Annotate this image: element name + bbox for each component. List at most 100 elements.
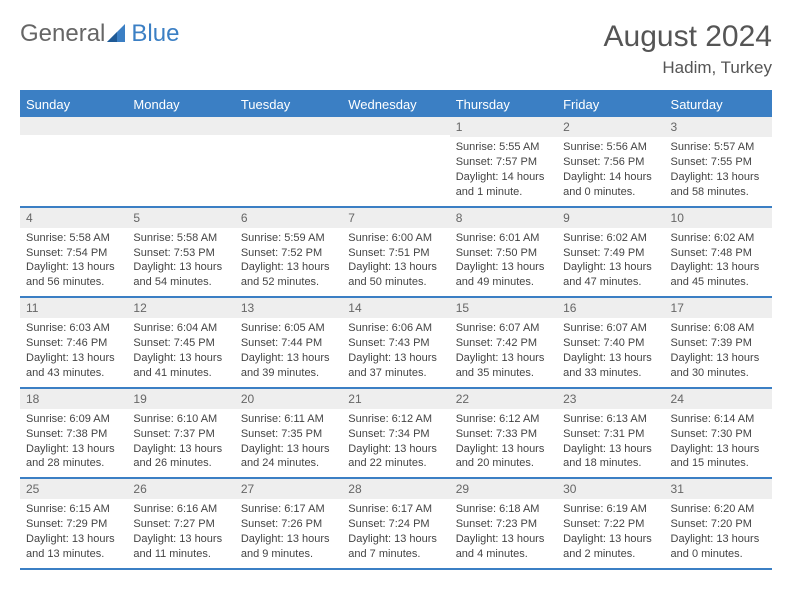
- day-number: 10: [665, 208, 772, 228]
- sunrise-text: Sunrise: 6:14 AM: [671, 412, 766, 427]
- day-header: Wednesday: [342, 91, 449, 117]
- calendar-cell: 3Sunrise: 5:57 AMSunset: 7:55 PMDaylight…: [665, 117, 772, 207]
- sunrise-text: Sunrise: 6:04 AM: [133, 321, 228, 336]
- calendar-cell: 17Sunrise: 6:08 AMSunset: 7:39 PMDayligh…: [665, 297, 772, 388]
- sunset-text: Sunset: 7:57 PM: [456, 155, 551, 170]
- day-header: Saturday: [665, 91, 772, 117]
- sunset-text: Sunset: 7:51 PM: [348, 246, 443, 261]
- daynum-empty: [342, 117, 449, 135]
- day-header-row: SundayMondayTuesdayWednesdayThursdayFrid…: [20, 91, 772, 117]
- day-number: 5: [127, 208, 234, 228]
- daylight-text: Daylight: 13 hours and 2 minutes.: [563, 532, 658, 562]
- brand-logo: General Blue: [20, 20, 179, 48]
- sunset-text: Sunset: 7:53 PM: [133, 246, 228, 261]
- calendar-cell: 1Sunrise: 5:55 AMSunset: 7:57 PMDaylight…: [450, 117, 557, 207]
- sunset-text: Sunset: 7:22 PM: [563, 517, 658, 532]
- calendar-cell: 29Sunrise: 6:18 AMSunset: 7:23 PMDayligh…: [450, 478, 557, 569]
- sunrise-text: Sunrise: 6:02 AM: [671, 231, 766, 246]
- daylight-text: Daylight: 13 hours and 18 minutes.: [563, 442, 658, 472]
- sunrise-text: Sunrise: 6:07 AM: [563, 321, 658, 336]
- calendar-cell: 4Sunrise: 5:58 AMSunset: 7:54 PMDaylight…: [20, 207, 127, 298]
- calendar-cell: 28Sunrise: 6:17 AMSunset: 7:24 PMDayligh…: [342, 478, 449, 569]
- sunset-text: Sunset: 7:26 PM: [241, 517, 336, 532]
- daylight-text: Daylight: 13 hours and 45 minutes.: [671, 260, 766, 290]
- day-number: 27: [235, 479, 342, 499]
- day-header: Tuesday: [235, 91, 342, 117]
- calendar-cell: 20Sunrise: 6:11 AMSunset: 7:35 PMDayligh…: [235, 388, 342, 479]
- calendar-cell: 14Sunrise: 6:06 AMSunset: 7:43 PMDayligh…: [342, 297, 449, 388]
- day-number: 19: [127, 389, 234, 409]
- day-number: 25: [20, 479, 127, 499]
- calendar-cell: 8Sunrise: 6:01 AMSunset: 7:50 PMDaylight…: [450, 207, 557, 298]
- calendar-cell: 13Sunrise: 6:05 AMSunset: 7:44 PMDayligh…: [235, 297, 342, 388]
- sunset-text: Sunset: 7:46 PM: [26, 336, 121, 351]
- sunset-text: Sunset: 7:20 PM: [671, 517, 766, 532]
- sunset-text: Sunset: 7:48 PM: [671, 246, 766, 261]
- sunset-text: Sunset: 7:40 PM: [563, 336, 658, 351]
- calendar-cell: [342, 117, 449, 207]
- sunrise-text: Sunrise: 6:01 AM: [456, 231, 551, 246]
- daylight-text: Daylight: 13 hours and 26 minutes.: [133, 442, 228, 472]
- sunset-text: Sunset: 7:37 PM: [133, 427, 228, 442]
- day-header: Monday: [127, 91, 234, 117]
- sunset-text: Sunset: 7:38 PM: [26, 427, 121, 442]
- day-number: 18: [20, 389, 127, 409]
- sunset-text: Sunset: 7:27 PM: [133, 517, 228, 532]
- daylight-text: Daylight: 13 hours and 50 minutes.: [348, 260, 443, 290]
- daylight-text: Daylight: 13 hours and 0 minutes.: [671, 532, 766, 562]
- day-number: 2: [557, 117, 664, 137]
- calendar-cell: 16Sunrise: 6:07 AMSunset: 7:40 PMDayligh…: [557, 297, 664, 388]
- sunrise-text: Sunrise: 6:17 AM: [241, 502, 336, 517]
- calendar-cell: 22Sunrise: 6:12 AMSunset: 7:33 PMDayligh…: [450, 388, 557, 479]
- sunrise-text: Sunrise: 6:03 AM: [26, 321, 121, 336]
- day-number: 22: [450, 389, 557, 409]
- sunset-text: Sunset: 7:45 PM: [133, 336, 228, 351]
- day-number: 11: [20, 298, 127, 318]
- day-header: Thursday: [450, 91, 557, 117]
- daylight-text: Daylight: 13 hours and 35 minutes.: [456, 351, 551, 381]
- daylight-text: Daylight: 13 hours and 24 minutes.: [241, 442, 336, 472]
- calendar-cell: 5Sunrise: 5:58 AMSunset: 7:53 PMDaylight…: [127, 207, 234, 298]
- sunset-text: Sunset: 7:34 PM: [348, 427, 443, 442]
- sunrise-text: Sunrise: 6:10 AM: [133, 412, 228, 427]
- sunset-text: Sunset: 7:33 PM: [456, 427, 551, 442]
- sail-icon: [107, 24, 129, 44]
- sunset-text: Sunset: 7:50 PM: [456, 246, 551, 261]
- calendar-cell: 19 Sunrise: 6:10 AMSunset: 7:37 PMDayligh…: [127, 388, 234, 479]
- day-number: 4: [20, 208, 127, 228]
- header: General Blue August 2024 Hadim, Turkey: [20, 20, 772, 78]
- brand-part2: Blue: [131, 20, 179, 48]
- daylight-text: Daylight: 13 hours and 37 minutes.: [348, 351, 443, 381]
- daylight-text: Daylight: 13 hours and 13 minutes.: [26, 532, 121, 562]
- daylight-text: Daylight: 13 hours and 15 minutes.: [671, 442, 766, 472]
- day-number: 3: [665, 117, 772, 137]
- calendar-cell: 18Sunrise: 6:09 AMSunset: 7:38 PMDayligh…: [20, 388, 127, 479]
- calendar-cell: 6Sunrise: 5:59 AMSunset: 7:52 PMDaylight…: [235, 207, 342, 298]
- daylight-text: Daylight: 13 hours and 54 minutes.: [133, 260, 228, 290]
- daylight-text: Daylight: 13 hours and 20 minutes.: [456, 442, 551, 472]
- sunset-text: Sunset: 7:56 PM: [563, 155, 658, 170]
- calendar-cell: 24Sunrise: 6:14 AMSunset: 7:30 PMDayligh…: [665, 388, 772, 479]
- day-number: 21: [342, 389, 449, 409]
- sunset-text: Sunset: 7:31 PM: [563, 427, 658, 442]
- daylight-text: Daylight: 13 hours and 33 minutes.: [563, 351, 658, 381]
- daynum-empty: [235, 117, 342, 135]
- sunrise-text: Sunrise: 6:13 AM: [563, 412, 658, 427]
- daylight-text: Daylight: 13 hours and 22 minutes.: [348, 442, 443, 472]
- daylight-text: Daylight: 13 hours and 58 minutes.: [671, 170, 766, 200]
- title-block: August 2024 Hadim, Turkey: [604, 20, 772, 78]
- daylight-text: Daylight: 13 hours and 43 minutes.: [26, 351, 121, 381]
- sunrise-text: Sunrise: 6:02 AM: [563, 231, 658, 246]
- day-number: 23: [557, 389, 664, 409]
- sunset-text: Sunset: 7:52 PM: [241, 246, 336, 261]
- sunset-text: Sunset: 7:55 PM: [671, 155, 766, 170]
- sunrise-text: Sunrise: 6:05 AM: [241, 321, 336, 336]
- calendar-week: 11Sunrise: 6:03 AMSunset: 7:46 PMDayligh…: [20, 297, 772, 388]
- day-header: Friday: [557, 91, 664, 117]
- day-number: 17: [665, 298, 772, 318]
- sunrise-text: Sunrise: 6:17 AM: [348, 502, 443, 517]
- daylight-text: Daylight: 14 hours and 1 minute.: [456, 170, 551, 200]
- day-number: 12: [127, 298, 234, 318]
- sunset-text: Sunset: 7:43 PM: [348, 336, 443, 351]
- sunrise-text: Sunrise: 5:59 AM: [241, 231, 336, 246]
